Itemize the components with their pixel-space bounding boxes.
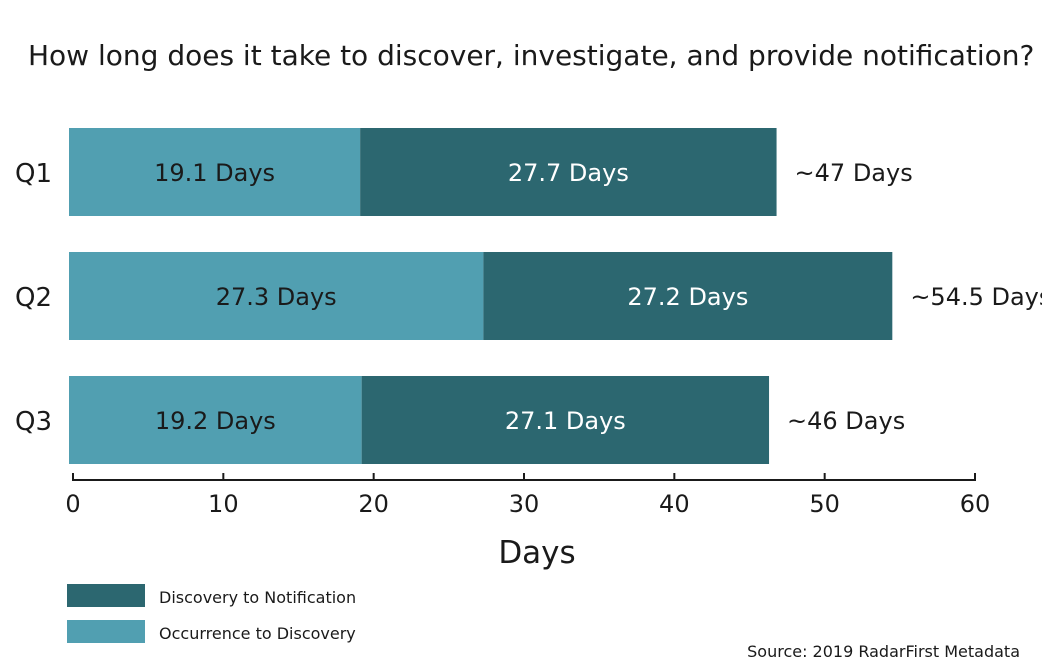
- x-axis-label: Days: [498, 535, 575, 571]
- category-label-q1: Q1: [15, 159, 52, 189]
- bar-discovery-to-notification-q2: [483, 252, 893, 340]
- x-tick-label: 0: [65, 490, 80, 518]
- data-label-discovery-to-notification-q1: 27.7 Days: [508, 159, 629, 187]
- bar-occurrence-to-discovery-q2: [69, 252, 484, 340]
- total-label-q3: ~46 Days: [787, 407, 905, 435]
- data-label-occurrence-to-discovery-q1: 19.1 Days: [154, 159, 275, 187]
- x-tick-label: 20: [358, 490, 389, 518]
- data-label-discovery-to-notification-q3: 27.1 Days: [505, 407, 626, 435]
- bar-occurrence-to-discovery-q1: [69, 128, 361, 216]
- data-label-occurrence-to-discovery-q3: 19.2 Days: [155, 407, 276, 435]
- legend-label-discovery-to-notification: Discovery to Notification: [159, 588, 356, 607]
- x-axis: 0 10 20 30 40 50 60: [65, 473, 990, 518]
- category-label-q2: Q2: [15, 283, 52, 313]
- legend-swatch-discovery-to-notification: [67, 584, 145, 607]
- x-tick-label: 10: [208, 490, 239, 518]
- bar-discovery-to-notification-q3: [361, 376, 770, 464]
- total-label-q1: ~47 Days: [795, 159, 913, 187]
- bar-occurrence-to-discovery-q3: [69, 376, 362, 464]
- legend: Discovery to Notification Occurrence to …: [67, 584, 356, 643]
- x-tick-label: 50: [809, 490, 840, 518]
- x-tick-label: 30: [509, 490, 540, 518]
- bar-discovery-to-notification-q1: [360, 128, 777, 216]
- category-label-q3: Q3: [15, 407, 52, 437]
- legend-label-occurrence-to-discovery: Occurrence to Discovery: [159, 624, 356, 643]
- legend-swatch-occurrence-to-discovery: [67, 620, 145, 643]
- source-note: Source: 2019 RadarFirst Metadata: [747, 642, 1020, 661]
- x-tick-label: 60: [960, 490, 991, 518]
- x-tick-label: 40: [659, 490, 690, 518]
- total-label-q2: ~54.5 Days: [910, 283, 1042, 311]
- data-label-occurrence-to-discovery-q2: 27.3 Days: [216, 283, 337, 311]
- bars-layer: Q1 19.1 Days 27.7 Days ~47 Days Q2 27.3 Days 2…: [15, 128, 1042, 464]
- chart-title: How long does it take to discover, inves…: [28, 39, 1034, 72]
- data-label-discovery-to-notification-q2: 27.2 Days: [627, 283, 748, 311]
